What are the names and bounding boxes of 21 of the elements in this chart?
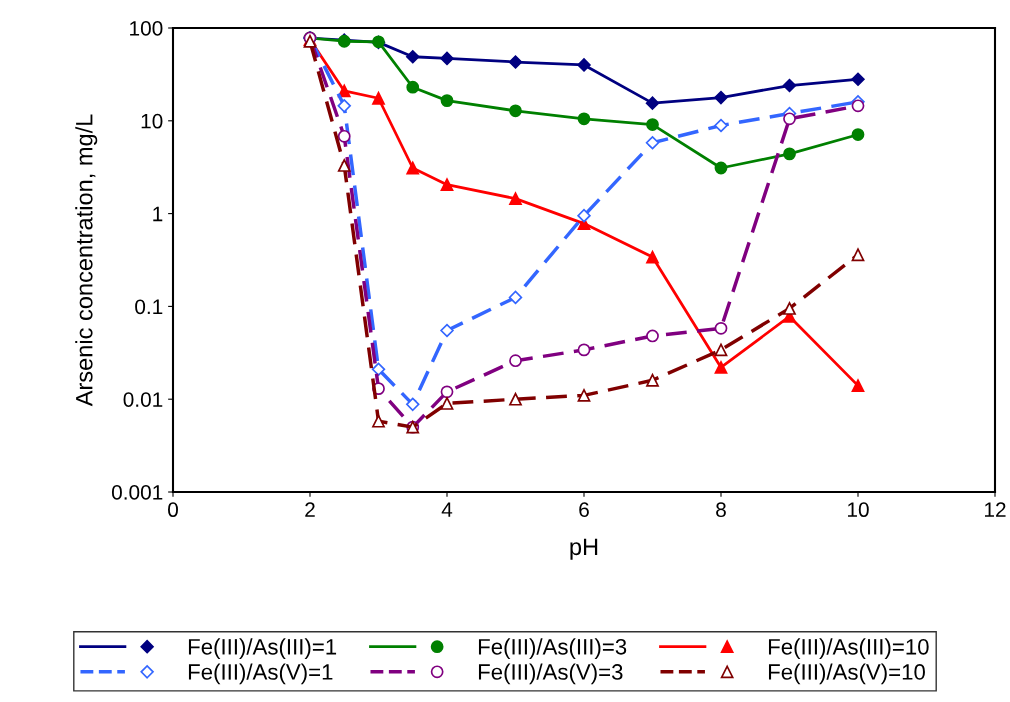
legend-label: Fe(III)/As(V)=1 (188, 663, 333, 685)
y-tick-label: 0.1 (135, 299, 163, 315)
x-tick-label: 12 (985, 502, 1006, 517)
legend-label: Fe(III)/As(V)=3 (478, 663, 623, 685)
y-tick-label: 0.001 (111, 485, 163, 500)
x-tick-label: 6 (579, 502, 589, 518)
x-tick-label: 8 (716, 502, 726, 518)
legend-label: Fe(III)/As(III)=3 (478, 638, 627, 660)
x-tick-label: 2 (305, 502, 315, 517)
y-tick-label: 0.01 (123, 392, 163, 407)
y-tick-label: 1 (153, 206, 163, 222)
x-tick-label: 10 (848, 502, 869, 518)
y-tick-label: 10 (141, 113, 163, 129)
y-tick-label: 100 (130, 21, 163, 36)
legend-label: Fe(III)/As(III)=1 (188, 638, 337, 660)
x-axis-title: pH (570, 538, 598, 560)
x-tick-label: 0 (168, 502, 178, 518)
x-tick-label: 4 (441, 502, 453, 517)
legend-label: Fe(III)/As(III)=10 (768, 638, 929, 660)
y-axis-title: Arsenic concentration, mg/L (75, 114, 98, 407)
legend-label: Fe(III)/As(V)=10 (768, 663, 925, 685)
